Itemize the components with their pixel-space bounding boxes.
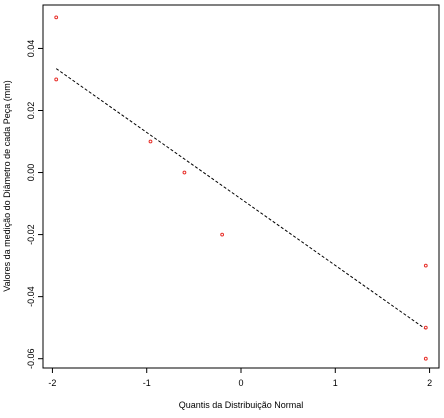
data-point <box>423 263 428 268</box>
y-axis: 0.04 0.02 0.00 -0.02 -0.04 -0.06 <box>26 40 43 369</box>
x-axis: -2 -1 0 1 2 <box>48 368 432 388</box>
data-point <box>54 15 59 20</box>
y-axis-title: Valores da medição do Diâmetro de cada P… <box>2 80 12 291</box>
y-tick-label: -0.02 <box>26 224 36 245</box>
data-points-layer <box>54 15 428 361</box>
y-tick-label: 0.04 <box>26 40 36 58</box>
y-tick-label: -0.06 <box>26 348 36 369</box>
data-point <box>423 325 428 330</box>
x-tick-label: 0 <box>238 378 243 388</box>
data-point <box>148 139 153 144</box>
data-point <box>182 170 187 175</box>
plot-frame <box>42 4 440 369</box>
reference-line <box>55 68 427 330</box>
y-tick-label: 0.02 <box>26 102 36 120</box>
x-axis-title: Quantis da Distribuição Normal <box>179 400 304 410</box>
data-point <box>423 356 428 361</box>
y-tick-label: 0.00 <box>26 164 36 182</box>
data-point <box>54 77 59 82</box>
x-tick-label: 1 <box>333 378 338 388</box>
x-tick-label: 2 <box>427 378 432 388</box>
reference-line-layer <box>55 68 427 330</box>
data-point <box>220 232 225 237</box>
x-tick-label: -2 <box>48 378 56 388</box>
x-tick-label: -1 <box>143 378 151 388</box>
y-tick-label: -0.04 <box>26 286 36 307</box>
